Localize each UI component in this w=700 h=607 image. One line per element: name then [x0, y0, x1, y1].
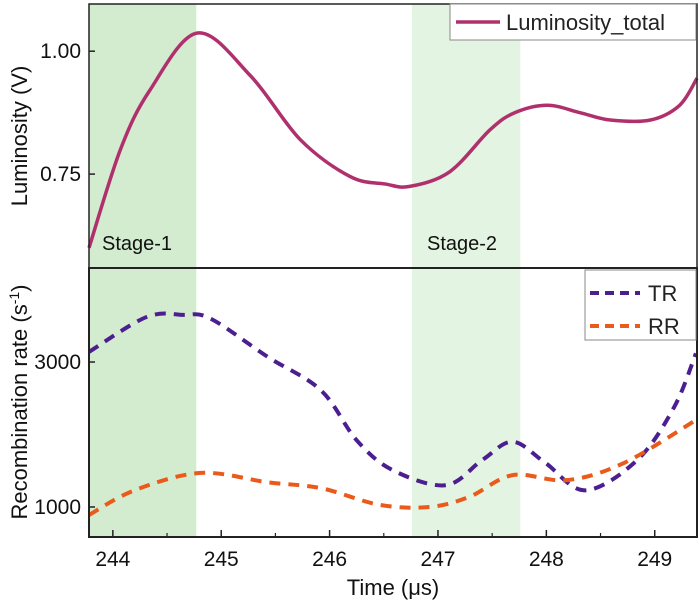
series-luminosity_total-line: [87, 31, 699, 249]
legend-rr: RR: [648, 314, 680, 339]
x-tick-label: 249: [637, 548, 672, 571]
series-tr-line: [87, 311, 698, 493]
stage-1-label: Stage-1: [102, 233, 172, 255]
legend-luminosity: Luminosity_total: [506, 10, 665, 35]
bottom-y-axis-label: Recombination rate (s-1): [6, 285, 32, 520]
series-rr-line: [88, 418, 697, 517]
x-tick-label: 248: [529, 548, 564, 571]
x-tick-label: 244: [95, 548, 130, 571]
top-y-axis-label: Luminosity (V): [7, 66, 32, 207]
x-tick-label: 246: [312, 548, 347, 571]
stage-2-region: [411, 4, 521, 537]
ylabel-sup: -1: [6, 292, 22, 305]
y-tick-label: 1000: [34, 496, 81, 519]
y-tick-label: 1.00: [40, 40, 81, 63]
ylabel-end: ): [7, 285, 32, 292]
stage-1-region: [89, 4, 197, 537]
ylabel-main: Recombination rate (s: [7, 304, 32, 519]
bottom-panel-frame: [88, 267, 698, 538]
stage-2-label: Stage-2: [427, 233, 497, 255]
x-tick-label: 247: [420, 548, 455, 571]
x-axis-label: Time (μs): [347, 575, 440, 600]
x-tick-label: 245: [204, 548, 239, 571]
top-legend: Luminosity_total: [449, 3, 697, 41]
bottom-legend: TR RR: [584, 269, 697, 341]
legend-tr: TR: [648, 281, 677, 306]
y-tick-label: 3000: [34, 351, 81, 374]
y-tick-label: 0.75: [40, 163, 81, 186]
